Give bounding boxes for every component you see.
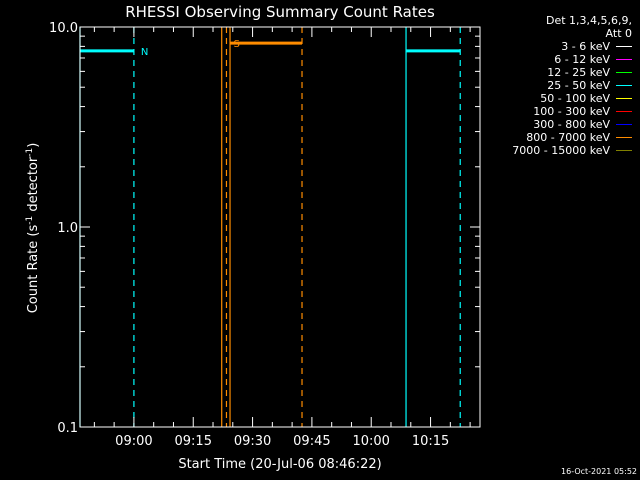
legend-entries: 3 - 6 keV 6 - 12 keV 12 - 25 keV 25 - 50 ke… <box>472 40 632 157</box>
legend-swatch <box>616 98 632 99</box>
legend-swatch <box>616 72 632 73</box>
legend-entry: 12 - 25 keV <box>472 66 632 79</box>
legend-entry: 50 - 100 keV <box>472 92 632 105</box>
annotation-label: N <box>141 47 148 58</box>
legend-entry-label: 25 - 50 keV <box>547 79 610 92</box>
legend-entry: 100 - 300 keV <box>472 105 632 118</box>
axes-frame <box>79 26 481 428</box>
x-tick-label: 10:00 <box>352 434 389 449</box>
legend-entry: 7000 - 15000 keV <box>472 144 632 157</box>
legend-header-detectors: Det 1,3,4,5,6,9, <box>545 14 632 27</box>
x-tick-label: 09:00 <box>115 434 152 449</box>
legend-swatch <box>616 46 632 47</box>
y-tick-label: 1.0 <box>57 221 78 236</box>
legend-entry: 800 - 7000 keV <box>472 131 632 144</box>
x-tick-label: 09:30 <box>234 434 271 449</box>
legend-swatch <box>616 59 632 60</box>
y-axis-label-end: ) <box>26 143 41 148</box>
plot-area: N S 0.1 1.0 10.0 09:00 09:15 09:30 09:45 10:00 10:… <box>49 21 481 449</box>
x-tick-label: 09:45 <box>293 434 330 449</box>
legend-entry-label: 800 - 7000 keV <box>526 131 610 144</box>
legend-entry-label: 3 - 6 keV <box>561 40 610 53</box>
legend-swatch <box>616 124 632 125</box>
legend-entry-label: 12 - 25 keV <box>547 66 610 79</box>
legend-entry-label: 50 - 100 keV <box>540 92 610 105</box>
legend-swatch <box>616 111 632 112</box>
legend-entry: 300 - 800 keV <box>472 118 632 131</box>
y-axis-label-main: Count Rate (s <box>26 225 41 314</box>
legend-entry-label: 100 - 300 keV <box>533 105 610 118</box>
legend-swatch <box>616 137 632 138</box>
y-tick-label: 10.0 <box>49 21 78 36</box>
y-axis-label: Count Rate (s-1 detector-1) <box>25 143 41 314</box>
chart-title: RHESSI Observing Summary Count Rates <box>125 3 435 21</box>
y-axis-label-sup2: -1 <box>25 148 35 157</box>
legend-entry-label: 7000 - 15000 keV <box>512 144 610 157</box>
legend-header-attenuator: Att 0 <box>605 27 632 40</box>
legend: Det 1,3,4,5,6,9, Att 0 3 - 6 keV 6 - 12 k… <box>472 14 632 157</box>
y-axis-label-mid: detector <box>26 156 41 216</box>
legend-entry: 3 - 6 keV <box>472 40 632 53</box>
y-axis-label-sup1: -1 <box>25 216 35 225</box>
legend-swatch <box>616 150 632 151</box>
legend-entry: 25 - 50 keV <box>472 79 632 92</box>
legend-entry: 6 - 12 keV <box>472 53 632 66</box>
generation-timestamp: 16-Oct-2021 05:52 <box>561 467 637 476</box>
legend-entry-label: 6 - 12 keV <box>554 53 610 66</box>
y-tick-label: 0.1 <box>57 421 78 436</box>
legend-swatch <box>616 85 632 86</box>
x-tick-label: 09:15 <box>175 434 212 449</box>
legend-entry-label: 300 - 800 keV <box>533 118 610 131</box>
x-axis-label: Start Time (20-Jul-06 08:46:22) <box>178 457 381 472</box>
annotation-label: S <box>233 39 239 50</box>
x-tick-label: 10:15 <box>412 434 449 449</box>
